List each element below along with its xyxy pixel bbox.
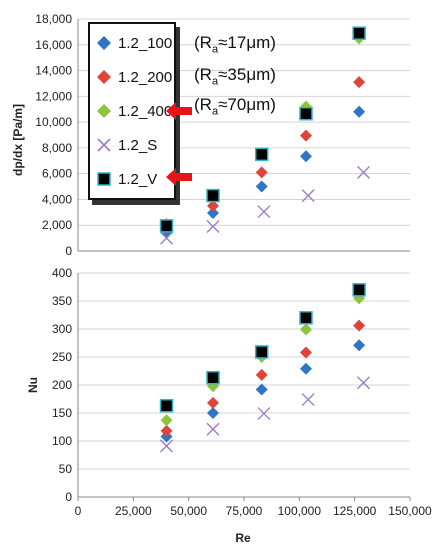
point-1-2-s	[160, 439, 174, 453]
point-1-2-s	[257, 205, 271, 219]
point-1-2-v	[254, 147, 269, 162]
legend-item-1-2-100: 1.2_100	[96, 32, 172, 54]
point-1-2-400	[160, 414, 173, 427]
point-1-2-s	[206, 220, 220, 234]
y-tick-label: 50	[59, 462, 73, 476]
y-tick-label: 16,000	[35, 38, 72, 52]
point-1-2-v	[206, 370, 220, 385]
panel-nu: 0 50 100 150 200 250 300 350 400 0 25,000 50,000 75,…	[52, 266, 432, 518]
legend-marker-square-black	[96, 171, 112, 187]
point-1-2-200	[207, 396, 220, 409]
point-1-2-v	[206, 188, 220, 203]
point-1-2-100	[207, 407, 220, 419]
legend-item-1-2-s: 1.2_S	[96, 134, 157, 156]
y-tick-label: 6,000	[42, 167, 72, 181]
point-1-2-v	[159, 219, 174, 233]
legend-label: 1.2_V	[118, 170, 158, 188]
point-1-2-400	[299, 323, 312, 336]
legend-label: 1.2_200	[118, 68, 173, 86]
legend: 1.2_100 1.2_200 1.2_400 1.2_S 1.2_V	[88, 22, 176, 200]
x-tick-label: 50,000	[170, 504, 207, 518]
point-1-2-s	[357, 376, 371, 390]
point-1-2-200	[207, 199, 220, 212]
point-1-2-100	[255, 180, 268, 193]
point-1-2-v	[254, 345, 269, 359]
x-tick-label: 125,000	[333, 504, 377, 518]
point-1-2-v	[159, 398, 174, 413]
point-1-2-s	[301, 189, 315, 203]
y-tick-label: 0	[65, 490, 72, 504]
legend-label: 1.2_400	[118, 102, 173, 120]
point-1-2-s	[257, 407, 271, 421]
red-arrow-icon	[166, 168, 192, 186]
x-tick-label: 150,000	[388, 504, 432, 518]
y-tick-label: 2,000	[42, 218, 72, 232]
point-1-2-100	[353, 339, 366, 352]
x-tick-label: 100,000	[278, 504, 322, 518]
y-tick-label: 0	[65, 244, 72, 258]
point-1-2-100	[255, 383, 268, 396]
legend-marker-diamond-red	[96, 69, 112, 85]
legend-item-1-2-v: 1.2_V	[96, 168, 157, 190]
point-1-2-s	[160, 231, 174, 245]
x-tick-label: 25,000	[115, 504, 152, 518]
y-axis-label-dpdx: dp/dx [Pa/m]	[11, 104, 25, 176]
y-tick-label: 350	[52, 294, 72, 308]
y-tick-label: 200	[52, 378, 72, 392]
point-1-2-200	[353, 76, 366, 89]
point-1-2-200	[299, 129, 312, 142]
y-tick-label: 14,000	[35, 64, 72, 78]
y-tick-label: 18,000	[35, 12, 72, 26]
red-arrow-icon	[166, 102, 192, 120]
roughness-annotation-70: (Ra≈70μm)	[194, 95, 276, 118]
legend-marker-diamond-blue	[96, 35, 112, 51]
point-1-2-s	[206, 422, 220, 436]
legend-marker-cross-purple	[96, 137, 112, 153]
y-tick-label: 12,000	[35, 89, 72, 103]
y-tick-label: 250	[52, 350, 72, 364]
point-1-2-v	[352, 283, 366, 297]
legend-item-1-2-200: 1.2_200	[96, 66, 172, 88]
roughness-annotation-35: (Ra≈35μm)	[194, 65, 276, 88]
legend-label: 1.2_100	[118, 34, 173, 52]
point-1-2-s	[301, 393, 315, 407]
legend-item-1-2-400: 1.2_400	[96, 100, 172, 122]
point-1-2-v	[352, 26, 366, 40]
point-1-2-100	[353, 105, 366, 118]
x-tick-label: 0	[75, 504, 82, 518]
legend-marker-diamond-green	[96, 103, 112, 119]
point-1-2-v	[299, 106, 313, 121]
point-1-2-200	[353, 319, 366, 332]
y-tick-label: 100	[52, 434, 72, 448]
y-tick-label: 8,000	[42, 141, 72, 155]
y-tick-label: 150	[52, 406, 72, 420]
y-tick-label: 10,000	[35, 115, 72, 129]
point-1-2-200	[255, 368, 268, 381]
x-axis-label-re: Re	[235, 531, 251, 545]
point-1-2-200	[160, 424, 173, 437]
point-1-2-100	[299, 150, 312, 163]
y-axis-label-nu: Nu	[26, 377, 40, 393]
point-1-2-s	[357, 165, 371, 179]
point-1-2-100	[299, 362, 312, 375]
point-1-2-200	[255, 166, 268, 179]
point-1-2-200	[299, 346, 312, 359]
point-1-2-100	[207, 206, 220, 219]
roughness-annotation-17: (Ra≈17μm)	[194, 33, 276, 56]
y-tick-label: 400	[52, 266, 72, 280]
point-1-2-v	[299, 311, 313, 325]
y-tick-label: 4,000	[42, 192, 72, 206]
x-tick-label: 75,000	[226, 504, 263, 518]
y-tick-label: 300	[52, 322, 72, 336]
legend-label: 1.2_S	[118, 136, 158, 154]
